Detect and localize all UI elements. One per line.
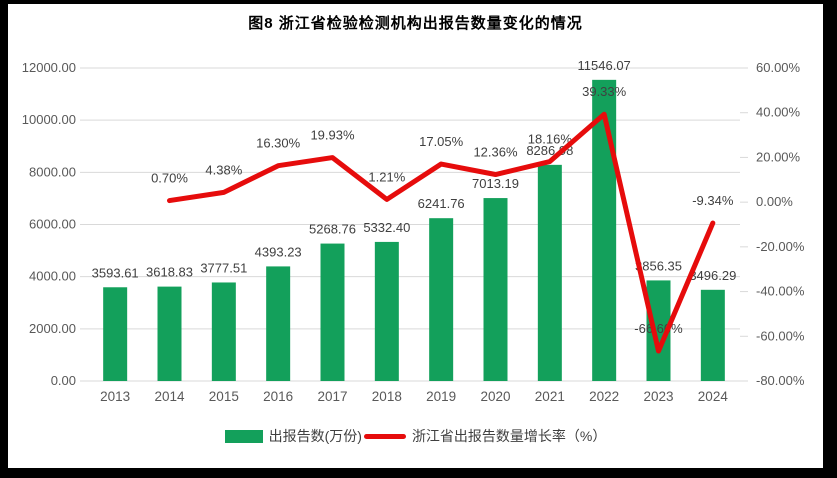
bar-data-label: 4393.23 xyxy=(255,244,302,259)
right-axis-tick-label: -40.00% xyxy=(756,284,805,299)
x-axis-label: 2014 xyxy=(154,389,185,404)
x-axis-label: 2019 xyxy=(426,389,456,404)
x-axis-label: 2024 xyxy=(698,389,729,404)
left-axis-tick-label: 0.00 xyxy=(51,373,76,388)
left-axis-tick-label: 10000.00 xyxy=(22,112,76,127)
right-axis-tick-label: 40.00% xyxy=(756,105,801,120)
right-axis-tick-label: -60.00% xyxy=(756,328,805,343)
line-data-label: -9.34% xyxy=(692,193,734,208)
legend-item-bars: 出报告数(万份) xyxy=(224,426,362,446)
x-axis-label: 2021 xyxy=(535,389,565,404)
x-axis-label: 2018 xyxy=(372,389,402,404)
x-axis-label: 2013 xyxy=(100,389,130,404)
left-axis-tick-label: 2000.00 xyxy=(29,321,76,336)
line-data-label: 39.33% xyxy=(582,84,627,99)
bar-data-label: 3856.35 xyxy=(635,258,682,273)
bar xyxy=(157,286,182,381)
bar xyxy=(700,289,725,381)
growth-rate-line xyxy=(167,111,716,354)
right-axis-tick-label: 0.00% xyxy=(756,194,793,209)
line-data-label: 16.30% xyxy=(256,136,301,151)
line-series-label: 浙江省出报告数量增长率（%） xyxy=(411,428,607,444)
bar xyxy=(103,287,128,381)
line-data-label: 17.05% xyxy=(419,134,464,149)
right-axis-tick-label: -80.00% xyxy=(756,373,805,388)
bar-data-label: 3496.29 xyxy=(689,268,736,283)
bar xyxy=(266,266,291,381)
x-axis-label: 2017 xyxy=(317,389,347,404)
line-series-swatch xyxy=(363,433,406,439)
legend-item-line: 浙江省出报告数量增长率（%） xyxy=(363,426,607,446)
chart-title: 图8 浙江省检验检测机构出报告数量变化的情况 xyxy=(248,15,583,32)
bar-data-label: 7013.19 xyxy=(472,176,519,191)
bar-series-swatch xyxy=(224,429,263,443)
plot-area: 0.00 2000.00 4000.00 6000.00 8000.00 10000.00… xyxy=(22,58,805,404)
line-data-label: 19.93% xyxy=(310,128,355,143)
x-axis-label: 2022 xyxy=(589,389,619,404)
x-axis-label: 2023 xyxy=(643,389,673,404)
x-axis-label: 2015 xyxy=(209,389,239,404)
bar-data-label: 6241.76 xyxy=(418,196,465,211)
bar-data-label: 11546.07 xyxy=(578,58,631,73)
bar xyxy=(429,218,454,381)
bar xyxy=(592,79,617,382)
bar-data-label: 3618.83 xyxy=(146,265,193,280)
line-data-label: 1.21% xyxy=(368,169,405,184)
line-data-label: 12.36% xyxy=(473,145,518,160)
bar xyxy=(211,282,236,381)
line-data-label: 4.38% xyxy=(205,162,242,177)
bar-data-label: 5268.76 xyxy=(309,222,356,237)
bar xyxy=(374,241,399,381)
line-data-label: 18.16% xyxy=(528,132,573,147)
x-axis-label: 2020 xyxy=(480,389,510,404)
bar-data-label: 3777.51 xyxy=(200,260,247,275)
right-axis-tick-label: 20.00% xyxy=(756,149,801,164)
bar-data-label: 5332.40 xyxy=(363,220,410,235)
left-axis-tick-label: 8000.00 xyxy=(29,164,76,179)
bar-series-label: 出报告数(万份) xyxy=(268,428,362,444)
line-data-label: 0.70% xyxy=(151,171,188,186)
x-axis-label: 2016 xyxy=(263,389,293,404)
right-axis-tick-label: 60.00% xyxy=(756,60,801,75)
left-axis-tick-label: 12000.00 xyxy=(22,60,76,75)
bar xyxy=(320,243,345,381)
legend: 出报告数(万份) 浙江省出报告数量增长率（%） xyxy=(8,426,823,446)
chart-canvas: 图8 浙江省检验检测机构出报告数量变化的情况 0.00 2000.00 4000.0… xyxy=(8,4,823,468)
left-axis-tick-label: 6000.00 xyxy=(29,217,76,232)
right-axis-tick-label: -20.00% xyxy=(756,239,805,254)
line-data-label: -66.60% xyxy=(634,321,683,336)
bar xyxy=(483,198,508,381)
bar xyxy=(537,164,562,381)
left-axis-tick-label: 4000.00 xyxy=(29,269,76,284)
bar-data-label: 3593.61 xyxy=(92,265,139,280)
